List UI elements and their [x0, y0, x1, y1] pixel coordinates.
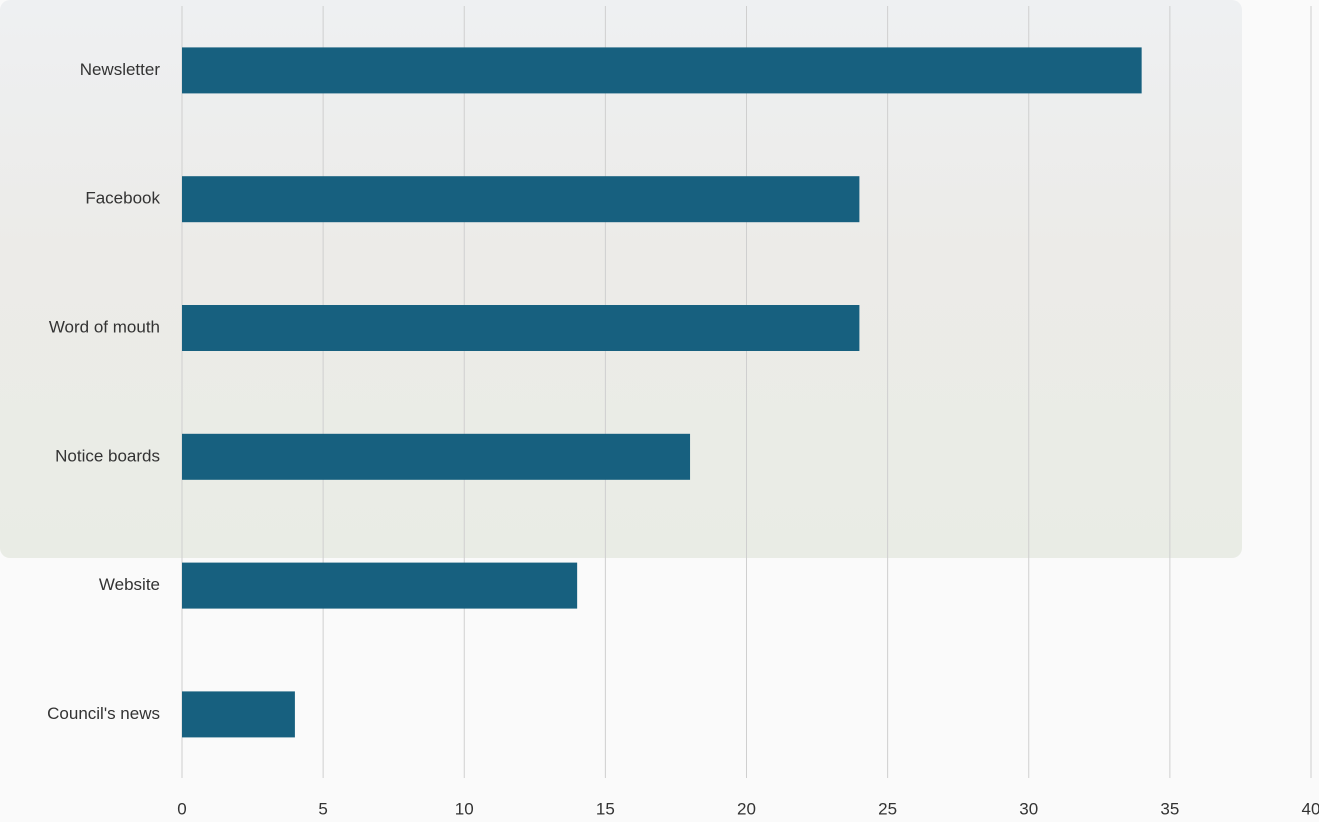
y-tick-label: Word of mouth [49, 317, 160, 336]
x-tick-label: 40 [1302, 799, 1319, 818]
bar [182, 433, 691, 480]
x-tick-label: 5 [318, 799, 327, 818]
x-tick-label: 35 [1160, 799, 1179, 818]
y-tick-label: Newsletter [80, 60, 161, 79]
x-tick-label: 0 [177, 799, 186, 818]
bar [182, 176, 860, 223]
bar [182, 47, 1142, 94]
y-tick-label: Notice boards [55, 446, 160, 465]
y-tick-label: Website [99, 575, 160, 594]
x-tick-label: 25 [878, 799, 897, 818]
x-tick-label: 10 [455, 799, 474, 818]
background-photo [0, 0, 1242, 558]
bar [182, 691, 295, 738]
x-tick-label: 15 [596, 799, 615, 818]
x-tick-label: 30 [1019, 799, 1038, 818]
x-tick-label: 20 [737, 799, 756, 818]
bar [182, 562, 578, 609]
y-tick-label: Facebook [85, 189, 160, 208]
y-tick-label: Council's news [47, 704, 160, 723]
bar [182, 305, 860, 351]
